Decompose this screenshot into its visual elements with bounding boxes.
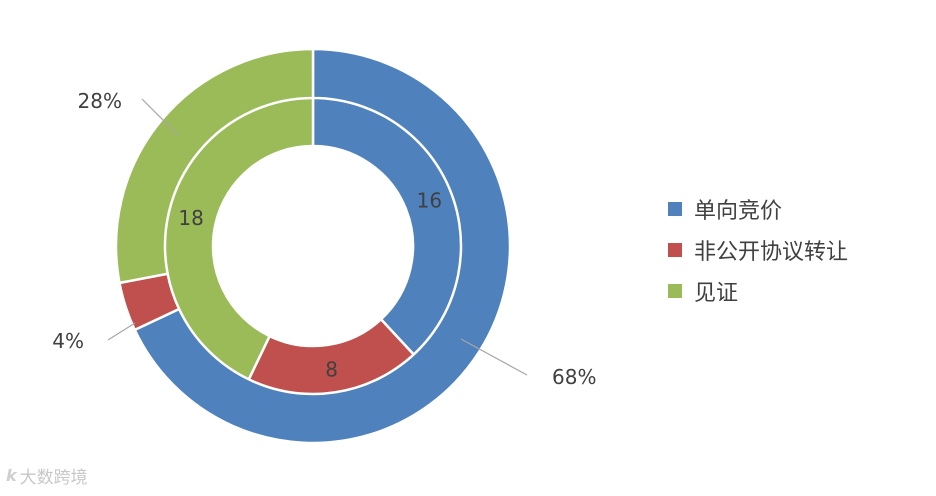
outer-label-1: 4% <box>52 329 84 353</box>
inner-label-2: 18 <box>178 206 203 230</box>
legend-item-0: 单向竞价 <box>668 188 848 229</box>
watermark-text: 大数跨境 <box>19 468 88 488</box>
outer-label-0: 68% <box>552 365 596 389</box>
legend-swatch-1 <box>668 242 682 257</box>
inner-label-1: 8 <box>325 358 338 382</box>
legend-label-1: 非公开协议转让 <box>694 239 849 265</box>
inner-label-0: 16 <box>417 188 442 212</box>
watermark-logo: k <box>6 466 17 485</box>
outer-leader-line-1 <box>107 322 136 341</box>
outer-slice-0 <box>133 47 512 445</box>
legend-label-0: 单向竞价 <box>694 198 783 224</box>
watermark: k 大数跨境 <box>6 463 88 488</box>
outer-leader-line-2 <box>141 98 179 136</box>
outer-slice-2 <box>114 47 315 285</box>
legend-item-2: 见证 <box>668 270 848 311</box>
legend-label-2: 见证 <box>694 280 739 306</box>
outer-leader-line-0 <box>460 338 528 376</box>
legend-swatch-2 <box>668 283 682 298</box>
outer-label-2: 28% <box>78 89 122 113</box>
legend-item-1: 非公开协议转让 <box>668 229 848 270</box>
legend-swatch-0 <box>668 201 682 216</box>
legend: 单向竞价 非公开协议转让 见证 <box>668 188 848 311</box>
